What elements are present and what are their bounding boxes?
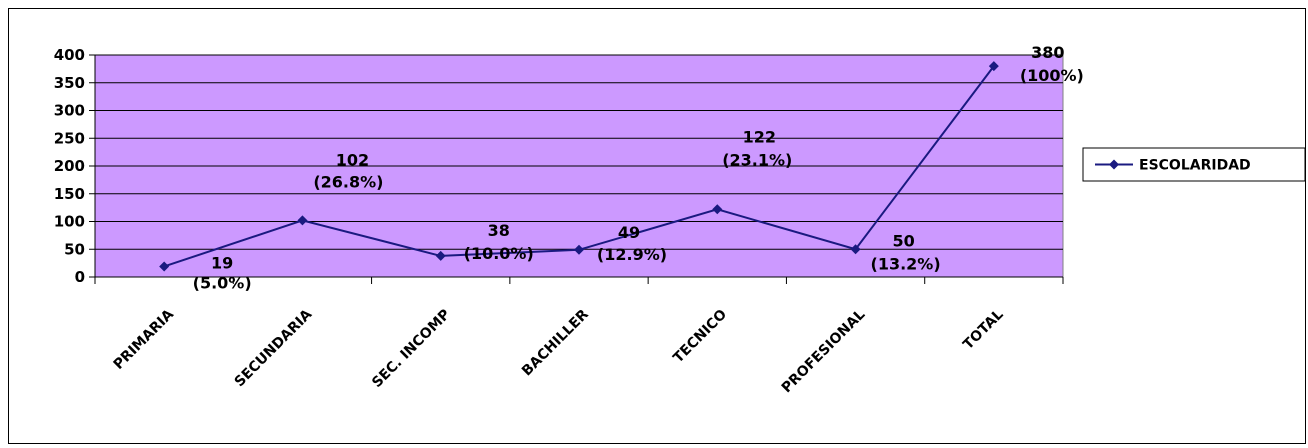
data-point-marker: [850, 244, 861, 255]
legend-marker-swatch: [1109, 159, 1119, 170]
y-tick-label-300: 300: [54, 102, 85, 120]
y-tick-label-50: 50: [64, 240, 85, 258]
y-tick-label-350: 350: [54, 74, 85, 92]
data-label-value: 50: [892, 231, 914, 250]
data-label-value: 122: [743, 127, 776, 146]
x-category-label: SECUNDARIA: [232, 306, 316, 390]
x-category-label: TECNICO: [670, 306, 730, 366]
y-tick-label-100: 100: [54, 213, 85, 231]
data-label-percent: (5.0%): [193, 273, 252, 292]
data-point-marker: [712, 204, 723, 215]
x-category-label: BACHILLER: [519, 306, 592, 379]
data-label-percent: (26.8%): [313, 172, 383, 191]
plot-area: [94, 54, 1064, 278]
y-tick-label-0: 0: [75, 268, 85, 286]
data-point-marker: [297, 215, 308, 226]
data-label-percent: (23.1%): [722, 150, 792, 169]
y-tick-label-150: 150: [54, 185, 85, 203]
data-label-value: 38: [488, 221, 510, 240]
data-point-marker: [159, 261, 170, 272]
y-tick-label-200: 200: [54, 157, 85, 175]
data-point-marker: [988, 61, 999, 72]
data-point-marker: [435, 250, 446, 261]
data-label-percent: (13.2%): [871, 254, 941, 273]
x-category-label: SEC. INCOMP: [369, 307, 453, 391]
series-escolaridad: [159, 61, 999, 272]
x-category-label: PROFESIONAL: [779, 306, 869, 396]
data-label-value: 19: [211, 253, 233, 272]
data-label-value: 380: [1031, 43, 1064, 62]
data-label-value: 49: [618, 223, 640, 242]
legend-label: ESCOLARIDAD: [1139, 158, 1251, 174]
data-label-value: 102: [336, 150, 369, 169]
y-tick-label-400: 400: [54, 46, 85, 64]
data-label-percent: (100%): [1020, 66, 1084, 85]
data-point-marker: [574, 244, 584, 255]
data-label-percent: (10.0%): [464, 244, 534, 263]
x-category-label: PRIMARIA: [111, 306, 177, 372]
data-labels: 19(5.0%) 102 (26.8%) 38 (10.0%) 49 (12.9%) 122 (…: [193, 43, 1084, 292]
data-label-percent: (12.9%): [597, 245, 667, 264]
legend: ESCOLARIDAD: [1082, 147, 1306, 182]
y-tick-label-250: 250: [54, 129, 85, 147]
x-category-label: TOTAL: [960, 306, 1006, 352]
